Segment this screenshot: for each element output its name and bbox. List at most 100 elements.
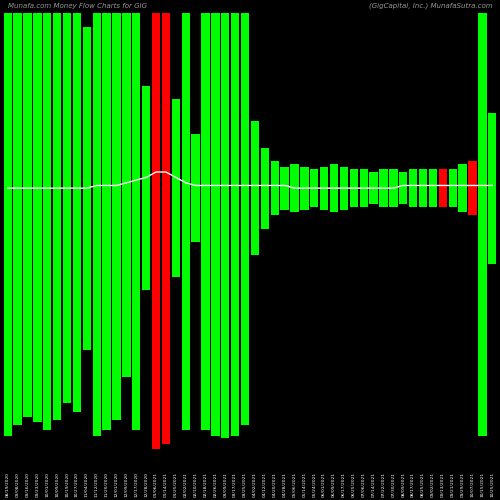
- Bar: [310, 188, 318, 207]
- Bar: [53, 0, 62, 188]
- Bar: [409, 188, 418, 207]
- Bar: [399, 172, 407, 188]
- Bar: [260, 188, 269, 228]
- Bar: [82, 26, 91, 188]
- Bar: [152, 188, 160, 449]
- Bar: [102, 0, 111, 188]
- Bar: [409, 170, 418, 188]
- Bar: [260, 148, 269, 188]
- Bar: [33, 188, 42, 422]
- Bar: [399, 188, 407, 204]
- Bar: [132, 0, 140, 188]
- Bar: [211, 188, 220, 436]
- Bar: [428, 170, 437, 188]
- Bar: [438, 170, 447, 188]
- Bar: [172, 188, 180, 277]
- Bar: [389, 170, 398, 188]
- Text: Munafa.com Money Flow Charts for GIG: Munafa.com Money Flow Charts for GIG: [8, 2, 146, 8]
- Bar: [92, 0, 101, 188]
- Bar: [182, 188, 190, 430]
- Bar: [202, 188, 209, 430]
- Bar: [428, 188, 437, 207]
- Bar: [202, 0, 209, 188]
- Bar: [122, 0, 130, 188]
- Bar: [340, 166, 348, 188]
- Bar: [280, 188, 289, 210]
- Bar: [112, 0, 120, 188]
- Bar: [33, 0, 42, 188]
- Bar: [14, 0, 22, 188]
- Bar: [488, 113, 496, 188]
- Bar: [231, 188, 239, 436]
- Bar: [350, 188, 358, 207]
- Bar: [221, 0, 230, 188]
- Bar: [241, 188, 250, 425]
- Bar: [419, 188, 428, 207]
- Bar: [4, 0, 12, 188]
- Bar: [192, 188, 200, 242]
- Bar: [320, 188, 328, 210]
- Bar: [448, 188, 457, 207]
- Bar: [112, 188, 120, 420]
- Bar: [478, 0, 486, 188]
- Bar: [142, 86, 150, 188]
- Bar: [102, 188, 111, 430]
- Bar: [43, 188, 52, 430]
- Bar: [152, 0, 160, 188]
- Bar: [14, 188, 22, 425]
- Bar: [458, 164, 467, 188]
- Bar: [231, 0, 239, 188]
- Bar: [162, 188, 170, 444]
- Bar: [488, 188, 496, 264]
- Bar: [270, 161, 279, 188]
- Bar: [438, 188, 447, 207]
- Bar: [370, 172, 378, 188]
- Bar: [478, 188, 486, 436]
- Bar: [380, 170, 388, 188]
- Bar: [63, 188, 72, 404]
- Bar: [280, 166, 289, 188]
- Bar: [340, 188, 348, 210]
- Bar: [92, 188, 101, 436]
- Bar: [53, 188, 62, 420]
- Bar: [72, 188, 81, 412]
- Bar: [360, 170, 368, 188]
- Bar: [162, 0, 170, 188]
- Bar: [290, 188, 298, 212]
- Bar: [380, 188, 388, 207]
- Bar: [172, 100, 180, 188]
- Bar: [24, 188, 32, 417]
- Bar: [250, 188, 259, 256]
- Bar: [182, 0, 190, 188]
- Bar: [330, 188, 338, 212]
- Bar: [458, 188, 467, 212]
- Bar: [43, 0, 52, 188]
- Bar: [468, 188, 476, 215]
- Bar: [122, 188, 130, 376]
- Bar: [350, 170, 358, 188]
- Bar: [250, 121, 259, 188]
- Bar: [241, 0, 250, 188]
- Bar: [300, 166, 308, 188]
- Bar: [142, 188, 150, 290]
- Text: (GigCapital, Inc.) MunafaSutra.com: (GigCapital, Inc.) MunafaSutra.com: [368, 2, 492, 8]
- Bar: [389, 188, 398, 207]
- Bar: [290, 164, 298, 188]
- Bar: [63, 0, 72, 188]
- Bar: [24, 0, 32, 188]
- Bar: [330, 164, 338, 188]
- Bar: [448, 170, 457, 188]
- Bar: [320, 166, 328, 188]
- Bar: [310, 170, 318, 188]
- Bar: [211, 0, 220, 188]
- Bar: [300, 188, 308, 210]
- Bar: [270, 188, 279, 215]
- Bar: [82, 188, 91, 350]
- Bar: [468, 161, 476, 188]
- Bar: [419, 170, 428, 188]
- Bar: [72, 0, 81, 188]
- Bar: [132, 188, 140, 430]
- Bar: [360, 188, 368, 207]
- Bar: [192, 134, 200, 188]
- Bar: [4, 188, 12, 436]
